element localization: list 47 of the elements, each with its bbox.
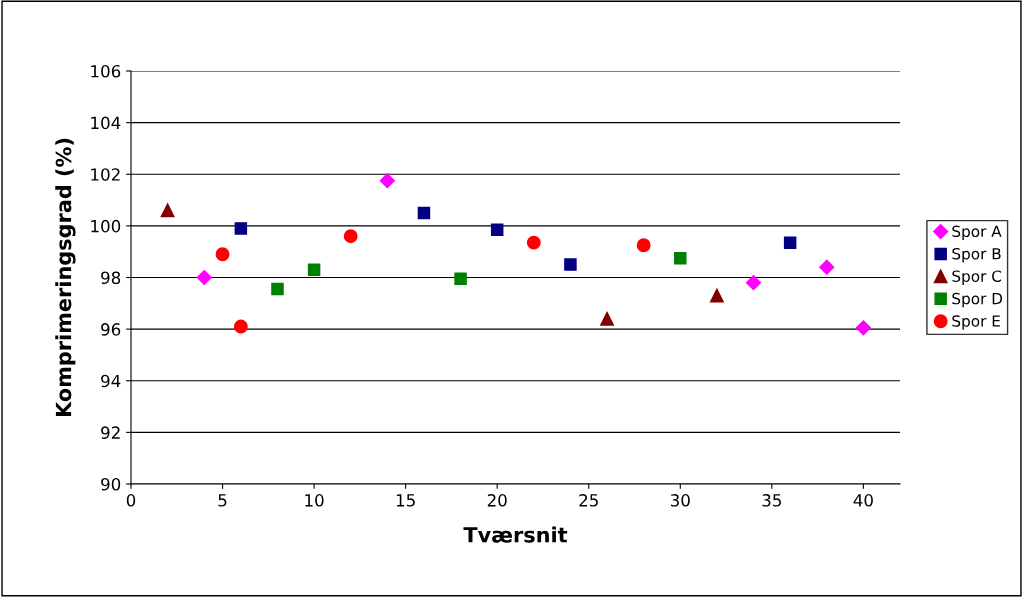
point	[564, 258, 577, 271]
y-tick-label: 100	[91, 219, 121, 233]
x-axis-title: Tværsnit	[463, 526, 568, 543]
point	[745, 275, 762, 291]
point	[783, 236, 797, 249]
x-tick-label: 5	[218, 494, 227, 507]
legend-label: Spor A	[952, 225, 1002, 241]
point	[636, 238, 651, 253]
y-tick-label: 98	[101, 271, 121, 285]
point	[855, 320, 871, 336]
point	[196, 269, 212, 286]
legend-label: Spor B	[952, 247, 1001, 263]
point	[709, 288, 724, 303]
legend-label: Spor C	[952, 270, 1002, 285]
legend-label: Spor D	[952, 292, 1003, 308]
point	[417, 206, 431, 220]
x-tick-label: 10	[305, 494, 324, 507]
y-tick-label: 96	[101, 323, 121, 336]
point	[819, 259, 835, 275]
point	[454, 272, 467, 286]
point	[600, 311, 614, 326]
point	[215, 247, 230, 262]
point	[379, 173, 395, 189]
point	[233, 319, 248, 334]
x-tick-label: 20	[487, 494, 507, 507]
y-tick-label: 104	[91, 116, 121, 130]
x-tick-label: 0	[126, 494, 136, 507]
point	[271, 282, 284, 296]
y-tick-label: 106	[91, 64, 121, 78]
point	[307, 263, 321, 277]
y-axis-title: Komprimeringsgrad (%)	[55, 138, 76, 417]
point	[343, 229, 358, 244]
point	[490, 223, 504, 236]
point	[526, 235, 541, 250]
x-tick-label: 25	[579, 494, 598, 507]
y-tick-label: 92	[101, 426, 120, 439]
legend-label: Spor E	[952, 315, 1000, 330]
point	[674, 251, 687, 265]
x-tick-label: 35	[762, 494, 781, 507]
x-tick-label: 40	[853, 494, 873, 507]
y-tick-label: 102	[91, 168, 120, 181]
x-tick-label: 30	[670, 494, 690, 507]
y-tick-label: 90	[101, 477, 121, 491]
point	[234, 222, 248, 235]
point	[160, 203, 175, 218]
x-tick-label: 15	[396, 494, 415, 507]
y-tick-label: 94	[101, 374, 121, 388]
